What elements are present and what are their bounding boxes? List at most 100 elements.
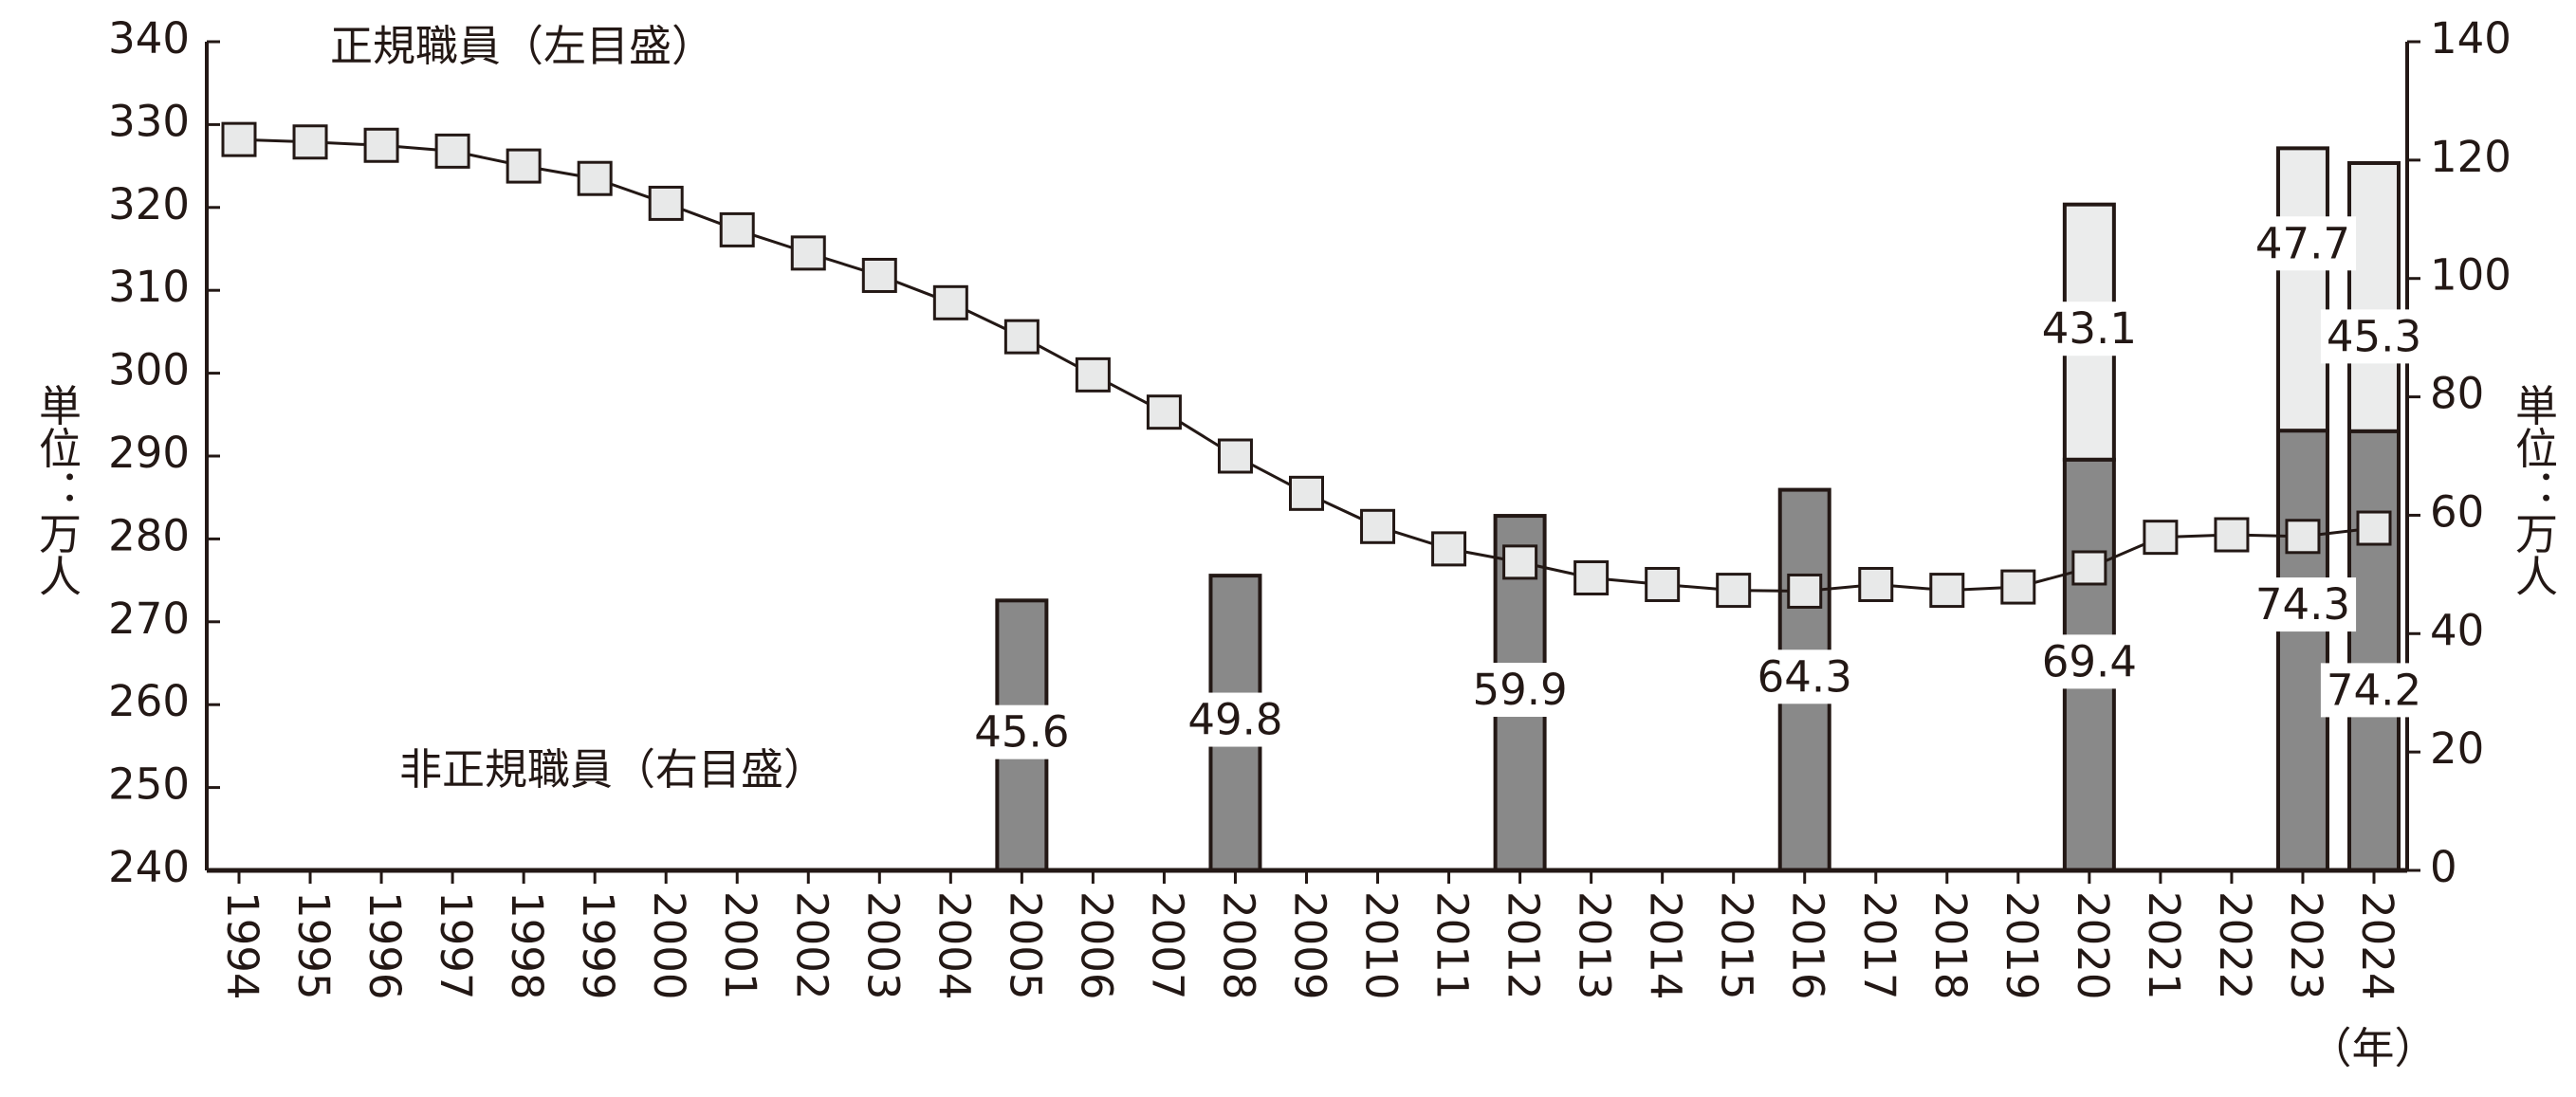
annotation: 正規職員（左目盛） [330,21,714,71]
x-tick-label: 2016 [1783,891,1833,1000]
x-axis-label: （年） [2309,1023,2437,1073]
bar [2275,429,2329,872]
x-tick-label: 2000 [644,891,694,1000]
marker [2000,569,2036,605]
y2-axis-label: 単位：万人 [2508,384,2558,597]
x-tick-label: 1994 [217,891,267,1000]
data-label-bg [2035,634,2143,689]
x-tick-label: 2019 [1996,891,2047,1000]
y2-tick-label: 40 [2430,605,2484,655]
y-tick-label: 290 [108,428,190,478]
y-tick-label: 280 [108,510,190,560]
y2-tick-label: 80 [2430,369,2484,419]
data-label: 45.6 [974,707,1069,758]
x-tick-label: 2006 [1071,891,1121,1000]
marker [719,211,755,247]
marker [648,185,684,221]
x-tick-label: 1995 [288,891,339,1000]
x-tick-label: 2022 [2210,891,2260,1000]
x-tick-label: 2007 [1142,891,1192,1000]
marker [1858,566,1894,602]
data-label: 45.3 [2327,311,2421,361]
marker [1360,508,1396,544]
bar [2347,429,2401,872]
data-label-bg [968,704,1076,759]
marker [1146,394,1182,430]
data-label: 47.7 [2255,218,2350,268]
x-tick-label: 2003 [857,891,908,1000]
x-tick-label: 2011 [1427,891,1478,1000]
data-label: 49.8 [1187,695,1282,745]
y-tick-label: 240 [108,842,190,892]
x-tick-label: 2014 [1641,891,1691,1000]
marker [1431,531,1467,567]
data-label: 74.3 [2255,579,2350,630]
x-tick-label: 1998 [502,891,552,1000]
y2-tick-label: 100 [2430,250,2512,301]
marker [932,284,968,320]
marker [2071,550,2107,586]
data-label: 69.4 [2042,636,2137,686]
y-tick-label: 260 [108,676,190,726]
marker [2285,519,2321,555]
marker [292,124,328,160]
x-tick-label: 2024 [2352,891,2402,1000]
marker [1003,319,1040,355]
marker [221,121,257,157]
data-label-bg [2249,577,2357,632]
marker [434,133,470,169]
y-tick-label: 250 [108,759,190,810]
data-label-bg [2320,663,2428,718]
data-label-bg [2035,302,2143,357]
marker [1289,475,1324,511]
marker [861,257,897,293]
x-tick-label: 2020 [2068,891,2118,1000]
y-tick-label: 340 [108,13,190,64]
marker [1787,573,1823,609]
x-tick-label: 2017 [1854,891,1904,1000]
x-tick-label: 2018 [1925,891,1976,1000]
marker [2214,517,2250,553]
y2-tick-label: 140 [2430,13,2512,64]
x-tick-label: 2021 [2139,891,2189,1000]
data-label: 59.9 [1472,665,1567,715]
marker [790,235,826,271]
data-label: 74.2 [2327,665,2421,715]
x-tick-label: 1997 [431,891,481,1000]
y-tick-label: 300 [108,345,190,395]
data-label-bg [1182,692,1289,747]
y2-tick-label: 0 [2430,842,2457,892]
x-tick-label: 2010 [1356,891,1407,1000]
marker [2143,520,2179,556]
marker [1716,573,1752,609]
bar [2275,146,2329,433]
y-tick-label: 270 [108,594,190,644]
x-tick-label: 2015 [1712,891,1762,1000]
data-label-bg [1751,649,1858,704]
x-tick-label: 2013 [1570,891,1620,1000]
y2-tick-label: 60 [2430,486,2484,537]
x-tick-label: 1996 [359,891,410,1000]
marker [1929,573,1965,609]
marker [1217,438,1253,474]
data-label-bg [2249,216,2357,271]
x-tick-label: 2009 [1285,891,1335,1000]
marker [1075,357,1111,393]
marker [2356,510,2392,546]
x-tick-label: 2008 [1213,891,1263,1000]
bar [2347,160,2401,433]
x-tick-label: 2005 [1000,891,1050,1000]
y-tick-label: 310 [108,262,190,312]
marker [1645,566,1681,602]
data-label-bg [1466,663,1573,718]
line [238,137,2375,593]
data-label: 64.3 [1757,651,1852,702]
data-label-bg [2320,309,2428,364]
x-tick-label: 2004 [929,891,979,1000]
y-axis-label: 単位：万人 [31,384,82,597]
data-label: 43.1 [2042,303,2137,354]
y2-tick-label: 20 [2430,723,2484,774]
x-tick-label: 2012 [1499,891,1549,1000]
y-tick-label: 320 [108,179,190,229]
